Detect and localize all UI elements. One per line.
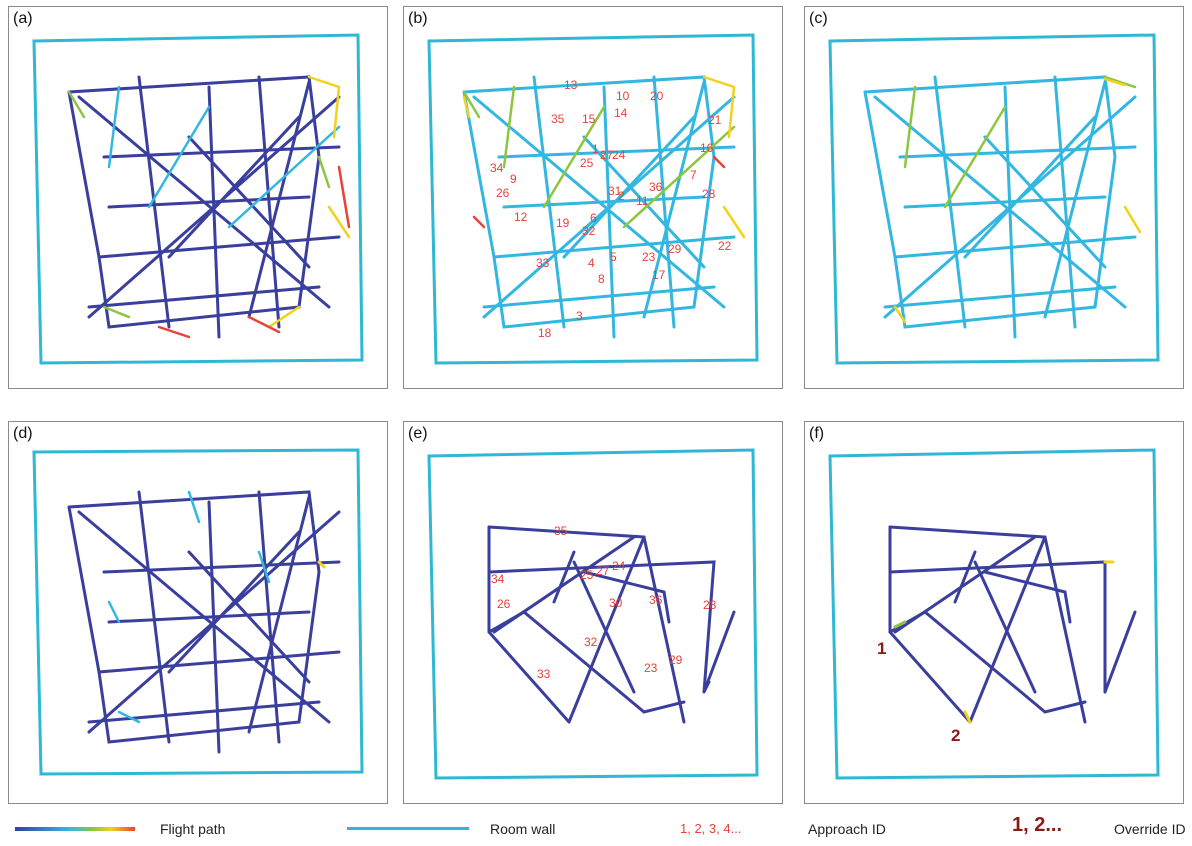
flight-path-swatch — [15, 827, 135, 831]
room-wall-swatch — [347, 827, 469, 830]
panel-label: (a) — [13, 10, 33, 27]
override-id: 2 — [951, 726, 960, 745]
approach-id: 33 — [536, 256, 550, 270]
approach-id: 5 — [610, 250, 617, 264]
approach-id: 22 — [718, 239, 732, 253]
approach-id: 4 — [588, 256, 595, 270]
approach-id: 7 — [690, 168, 697, 182]
approach-id: 28 — [702, 187, 716, 201]
approach-id: 19 — [556, 216, 570, 230]
panel-d-plot — [32, 448, 364, 776]
approach-id: 18 — [538, 326, 552, 340]
approach-id: 2 — [618, 189, 625, 203]
panel-d: (d) — [8, 421, 388, 804]
approach-id: 27 — [596, 564, 610, 578]
flight-paths — [462, 75, 746, 339]
panel-c-plot — [828, 33, 1160, 365]
room-wall — [828, 33, 1160, 365]
flight-path-label: Flight path — [160, 821, 226, 837]
approach-id: 35 — [554, 524, 568, 538]
panel-c: (c) — [804, 6, 1184, 389]
override-highlights — [893, 560, 1115, 724]
approach-id: 32 — [582, 224, 596, 238]
approach-id: 26 — [496, 186, 510, 200]
approach-id: 21 — [708, 113, 722, 127]
approach-id: 11 — [636, 194, 649, 208]
approach-id: 16 — [700, 141, 714, 155]
flight-paths — [67, 490, 341, 754]
approach-id: 8 — [598, 272, 605, 286]
approach-id: 31 — [608, 184, 622, 198]
panel-b: (b) 13 10 20 35 15 14 21 1 27 24 16 25 3… — [403, 6, 783, 389]
approach-id-sample: 1, 2, 3, 4... — [680, 821, 742, 836]
approach-id: 25 — [580, 156, 594, 170]
approach-id: 28 — [703, 598, 717, 612]
approach-id: 34 — [491, 572, 505, 586]
room-wall — [427, 448, 759, 780]
approach-id: 30 — [609, 596, 623, 610]
approach-id: 23 — [642, 250, 656, 264]
panel-label: (c) — [809, 10, 828, 27]
override-id-label: Override ID — [1114, 821, 1186, 837]
approach-id: 36 — [649, 593, 663, 607]
approach-ids: 35 34 25 27 24 26 30 36 28 32 29 23 33 — [491, 524, 717, 681]
approach-id-label: Approach ID — [808, 821, 886, 837]
approach-id: 1 — [592, 142, 599, 156]
panel-label: (b) — [408, 10, 428, 27]
approach-id: 13 — [564, 78, 578, 92]
approach-id: 10 — [616, 89, 630, 103]
approach-id: 23 — [644, 661, 658, 675]
approach-id: 15 — [582, 112, 596, 126]
approach-id: 3 — [576, 309, 583, 323]
panel-label: (f) — [809, 425, 825, 442]
room-wall — [32, 33, 364, 365]
legend: Flight path Room wall 1, 2, 3, 4... Appr… — [0, 814, 1192, 840]
approach-ids: 13 10 20 35 15 14 21 1 27 24 16 25 34 9 … — [490, 78, 732, 340]
room-wall — [32, 448, 364, 776]
approach-id: 26 — [497, 597, 511, 611]
approach-id: 32 — [584, 635, 598, 649]
approach-id: 33 — [537, 667, 551, 681]
approach-id: 24 — [612, 148, 626, 162]
override-id: 1 — [877, 639, 886, 658]
panel-f: (f) 1 2 — [804, 421, 1184, 804]
panel-label: (e) — [408, 425, 428, 442]
approach-id: 29 — [668, 242, 682, 256]
panel-e: (e) 35 34 25 27 24 26 30 36 28 32 29 23 … — [403, 421, 783, 804]
approach-id: 36 — [649, 180, 663, 194]
approach-id: 35 — [551, 112, 565, 126]
approach-id: 25 — [580, 568, 594, 582]
panel-label: (d) — [13, 425, 33, 442]
panel-a: (a) — [8, 6, 388, 389]
approach-id: 6 — [590, 211, 597, 225]
override-id-sample: 1, 2... — [1012, 814, 1063, 836]
flight-paths — [863, 75, 1142, 339]
room-wall-label: Room wall — [490, 821, 556, 837]
override-ids: 1 2 — [877, 639, 960, 745]
approach-id: 12 — [514, 210, 528, 224]
panel-e-plot: 35 34 25 27 24 26 30 36 28 32 29 23 33 — [427, 448, 759, 780]
approach-id: 34 — [490, 161, 504, 175]
panel-f-plot: 1 2 — [828, 448, 1160, 780]
approach-id: 24 — [612, 559, 626, 573]
flight-paths — [67, 75, 351, 339]
approach-id: 27 — [600, 148, 614, 162]
room-wall — [828, 448, 1160, 780]
approach-id: 14 — [614, 106, 628, 120]
approach-id: 29 — [669, 653, 683, 667]
flight-paths — [888, 525, 1137, 724]
approach-id: 17 — [652, 268, 666, 282]
room-wall — [427, 33, 759, 365]
approach-id: 20 — [650, 89, 664, 103]
panel-b-plot: 13 10 20 35 15 14 21 1 27 24 16 25 34 9 … — [427, 33, 759, 365]
flight-paths — [487, 525, 736, 724]
panel-a-plot — [32, 33, 364, 365]
approach-id: 9 — [510, 172, 517, 186]
